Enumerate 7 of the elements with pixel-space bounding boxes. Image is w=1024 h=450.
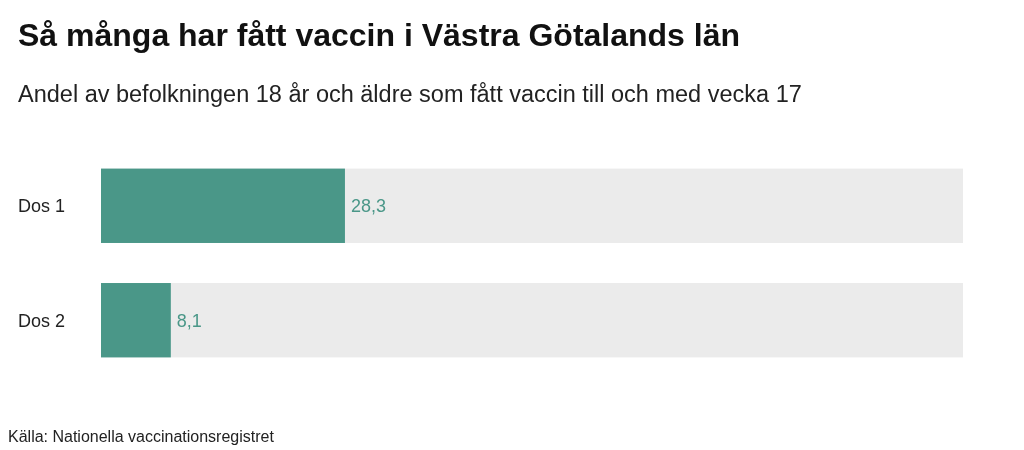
y-tick-label: Dos 2 [18,310,66,331]
chart-title: Så många har fått vaccin i Västra Götalands län [18,17,741,53]
text: Källa: Nationella vaccinationsregistret [8,428,275,445]
data-label: 28,3 [350,196,386,217]
data-label: 8,1 [176,310,202,331]
y-tick-label: Dos 1 [18,196,66,217]
chart-subtitle: Andel av befolkningen 18 år och äldre som fått vaccin till och med vecka 17 [18,81,802,107]
